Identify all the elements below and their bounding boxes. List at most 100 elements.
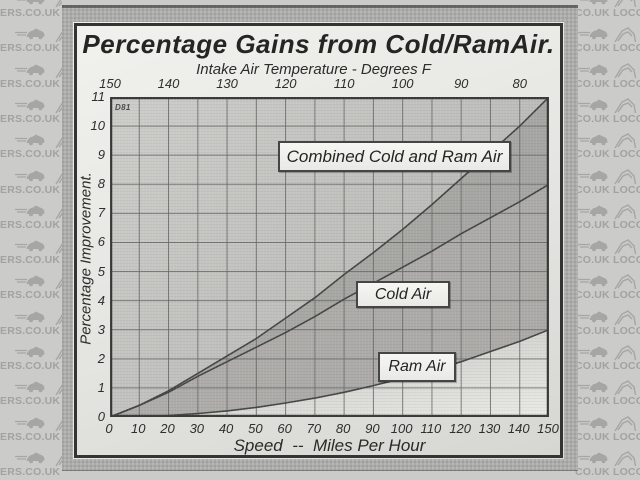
watermark-row: CO.UK LOCOST bbox=[575, 133, 640, 169]
watermark-row: ERS.CO.UK LO bbox=[0, 310, 62, 346]
watermark-row: ERS.CO.UK LO bbox=[0, 27, 62, 63]
car-sketch-icon bbox=[614, 451, 637, 467]
y-axis-tick-label: 6 bbox=[97, 234, 105, 250]
car-sketch-icon bbox=[55, 137, 62, 149]
watermark-cars bbox=[0, 310, 62, 326]
watermark-cars bbox=[0, 204, 62, 220]
x-axis-tick-label: 80 bbox=[335, 421, 351, 436]
y-axis-tick-label: 4 bbox=[97, 292, 105, 308]
watermark-cars bbox=[0, 63, 62, 78]
watermark-text: ERS.CO.UK LO bbox=[0, 112, 61, 125]
roadster-side-icon bbox=[15, 346, 45, 358]
x-axis-tick-label: 100 bbox=[390, 421, 413, 436]
roadster-side-icon bbox=[15, 452, 45, 464]
roadster-side-icon bbox=[15, 134, 45, 146]
x-axis-tick-label: 90 bbox=[365, 421, 380, 436]
watermark-cars bbox=[575, 309, 640, 326]
top-axis-tick-label: 80 bbox=[512, 76, 527, 91]
watermark-cars bbox=[575, 345, 640, 361]
roadster-side-icon bbox=[15, 275, 45, 287]
top-axis-tick-label: 100 bbox=[391, 76, 414, 91]
watermark-cars bbox=[575, 380, 640, 396]
car-sketch-icon bbox=[614, 203, 637, 220]
car-sketch-icon bbox=[614, 380, 637, 396]
car-sketch-icon bbox=[614, 274, 637, 290]
roadster-side-icon bbox=[15, 240, 45, 252]
watermark-cars bbox=[0, 451, 62, 467]
series-label-combined: Combined Cold and Ram Air bbox=[278, 141, 511, 172]
x-axis-tick-label: 150 bbox=[537, 421, 559, 436]
scanned-chart-photo: Percentage Gains from Cold/RamAir. Intak… bbox=[62, 5, 578, 471]
watermark-text: ERS.CO.UK LO bbox=[0, 42, 61, 55]
car-sketch-icon bbox=[55, 384, 62, 396]
car-sketch-icon bbox=[614, 27, 637, 43]
car-sketch-icon bbox=[614, 309, 637, 326]
watermark-text: CO.UK LOCOST bbox=[575, 395, 640, 408]
car-sketch-icon bbox=[614, 98, 637, 114]
scanned-page: Percentage Gains from Cold/RamAir. Intak… bbox=[73, 22, 564, 459]
series-label-cold-air: Cold Air bbox=[356, 281, 450, 308]
roadster-side-icon bbox=[15, 99, 45, 111]
watermark-cars bbox=[0, 27, 62, 43]
car-sketch-icon bbox=[614, 0, 637, 8]
watermark-text: CO.UK LOCOST bbox=[575, 183, 640, 196]
watermark-strip-left: ERS.CO.UK LO ERS.CO.UK LO ERS.CO.UK LO ERS.… bbox=[0, 0, 62, 480]
watermark-text: ERS.CO.UK LO bbox=[0, 254, 61, 267]
car-sketch-icon bbox=[55, 0, 62, 8]
x-axis-tick-label: 50 bbox=[248, 421, 263, 436]
x-axis-tick-label: 140 bbox=[507, 421, 530, 436]
plot-area: D81 Combined Cold and Ram Air Cold Air R… bbox=[109, 96, 550, 418]
watermark-strip-right: CO.UK LOCOST CO.UK LOCOST CO.UK LOCOST CO.U… bbox=[575, 0, 640, 480]
roadster-side-icon bbox=[578, 134, 608, 146]
car-sketch-icon bbox=[614, 415, 637, 431]
roadster-side-icon bbox=[578, 64, 608, 75]
x-axis-tick-label: 10 bbox=[131, 421, 146, 436]
watermark-text: ERS.CO.UK LO bbox=[0, 183, 61, 196]
watermark-cars bbox=[575, 274, 640, 290]
chart-title: Percentage Gains from Cold/RamAir. bbox=[82, 29, 555, 59]
car-sketch-icon bbox=[55, 172, 62, 184]
watermark-cars bbox=[575, 239, 640, 255]
watermark-cars bbox=[0, 0, 62, 8]
watermark-row: CO.UK LOCOST bbox=[575, 345, 640, 381]
watermark-cars bbox=[575, 168, 640, 184]
roadster-side-icon bbox=[578, 346, 608, 358]
watermark-row: ERS.CO.UK LO bbox=[0, 133, 62, 169]
watermark-cars bbox=[0, 133, 62, 149]
watermark-text: ERS.CO.UK LO bbox=[0, 465, 61, 478]
y-axis-tick-label: 9 bbox=[97, 147, 105, 163]
watermark-cars bbox=[575, 451, 640, 467]
top-axis-tick-label: 110 bbox=[333, 76, 355, 91]
y-axis-tick-label: 11 bbox=[91, 89, 106, 104]
car-sketch-icon bbox=[55, 102, 62, 114]
watermark-row: CO.UK LOCOST bbox=[575, 274, 640, 310]
watermark-row: ERS.CO.UK LO bbox=[0, 63, 62, 99]
watermark-row: ERS.CO.UK LO bbox=[0, 416, 62, 452]
roadster-side-icon bbox=[15, 170, 45, 181]
watermark-text: ERS.CO.UK LO bbox=[0, 77, 61, 90]
corner-note: D81 bbox=[115, 103, 131, 112]
watermark-row: CO.UK LOCOST bbox=[575, 451, 640, 480]
watermark-text: CO.UK LOCOST bbox=[575, 360, 640, 372]
roadster-side-icon bbox=[578, 28, 608, 40]
top-axis-tick-label: 150 bbox=[99, 76, 121, 91]
car-sketch-icon bbox=[55, 313, 62, 326]
y-axis-tick-label: 0 bbox=[97, 409, 105, 424]
watermark-row: ERS.CO.UK LO bbox=[0, 0, 62, 28]
car-sketch-icon bbox=[55, 243, 62, 255]
watermark-text: CO.UK LOCOST bbox=[575, 7, 640, 19]
chart-frame: Percentage Gains from Cold/RamAir. Intak… bbox=[74, 23, 563, 458]
x-axis-tick-label: 120 bbox=[449, 421, 472, 436]
watermark-cars bbox=[0, 239, 62, 255]
car-sketch-icon bbox=[55, 31, 62, 43]
watermark-cars bbox=[575, 203, 640, 220]
watermark-text: ERS.CO.UK LO bbox=[0, 395, 61, 408]
watermark-cars bbox=[575, 415, 640, 431]
watermark-cars bbox=[0, 274, 62, 290]
watermark-text: ERS.CO.UK LO bbox=[0, 324, 61, 337]
top-axis-title: Intake Air Temperature - Degrees F bbox=[196, 61, 431, 78]
y-axis-tick-label: 8 bbox=[97, 176, 105, 192]
watermark-row: CO.UK LOCOST bbox=[575, 0, 640, 28]
roadster-side-icon bbox=[578, 417, 608, 428]
